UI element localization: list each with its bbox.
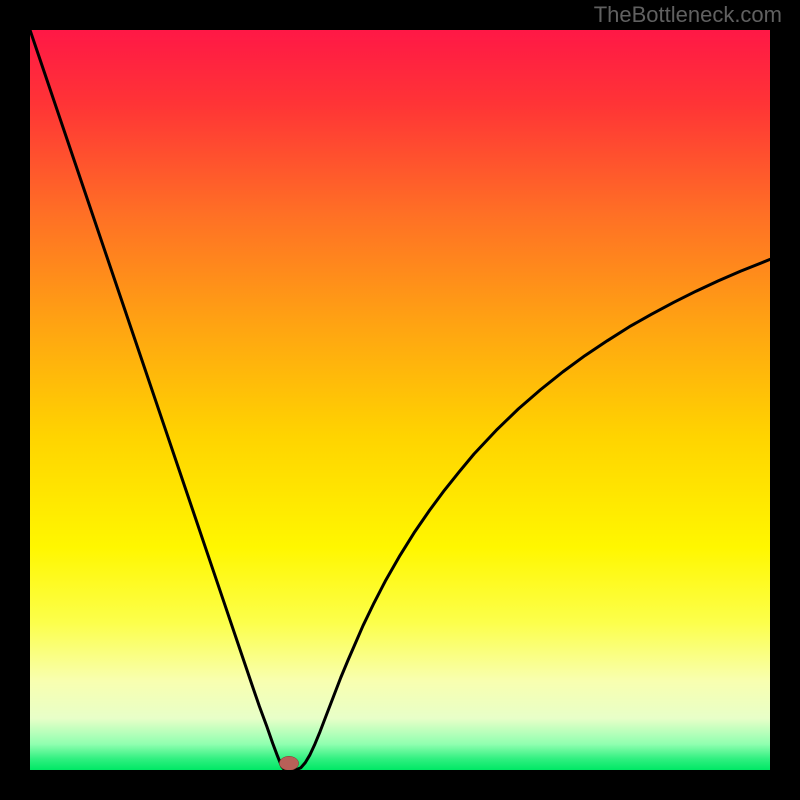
watermark-text: TheBottleneck.com <box>594 2 782 28</box>
optimal-point-marker <box>279 756 298 770</box>
chart-frame <box>30 30 770 770</box>
bottleneck-chart <box>30 30 770 770</box>
gradient-background <box>30 30 770 770</box>
